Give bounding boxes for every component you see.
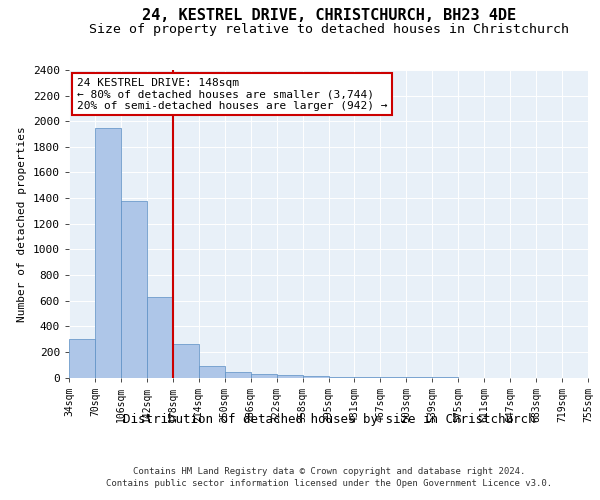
Bar — [329, 377, 355, 378]
Text: Contains public sector information licensed under the Open Government Licence v3: Contains public sector information licen… — [106, 479, 552, 488]
Bar — [121, 202, 147, 378]
Bar — [95, 128, 121, 378]
Bar — [199, 366, 224, 378]
Text: 24 KESTREL DRIVE: 148sqm
← 80% of detached houses are smaller (3,744)
20% of sem: 24 KESTREL DRIVE: 148sqm ← 80% of detach… — [77, 78, 387, 111]
Bar — [277, 375, 302, 378]
Text: Contains HM Land Registry data © Crown copyright and database right 2024.: Contains HM Land Registry data © Crown c… — [133, 468, 525, 476]
Bar — [69, 339, 95, 378]
Text: Distribution of detached houses by size in Christchurch: Distribution of detached houses by size … — [122, 412, 535, 426]
Bar — [302, 376, 329, 378]
Bar — [147, 298, 173, 378]
Bar — [251, 374, 277, 378]
Bar — [173, 344, 199, 378]
Text: 24, KESTREL DRIVE, CHRISTCHURCH, BH23 4DE: 24, KESTREL DRIVE, CHRISTCHURCH, BH23 4D… — [142, 8, 516, 22]
Text: Size of property relative to detached houses in Christchurch: Size of property relative to detached ho… — [89, 22, 569, 36]
Bar — [225, 372, 251, 378]
Y-axis label: Number of detached properties: Number of detached properties — [17, 126, 28, 322]
